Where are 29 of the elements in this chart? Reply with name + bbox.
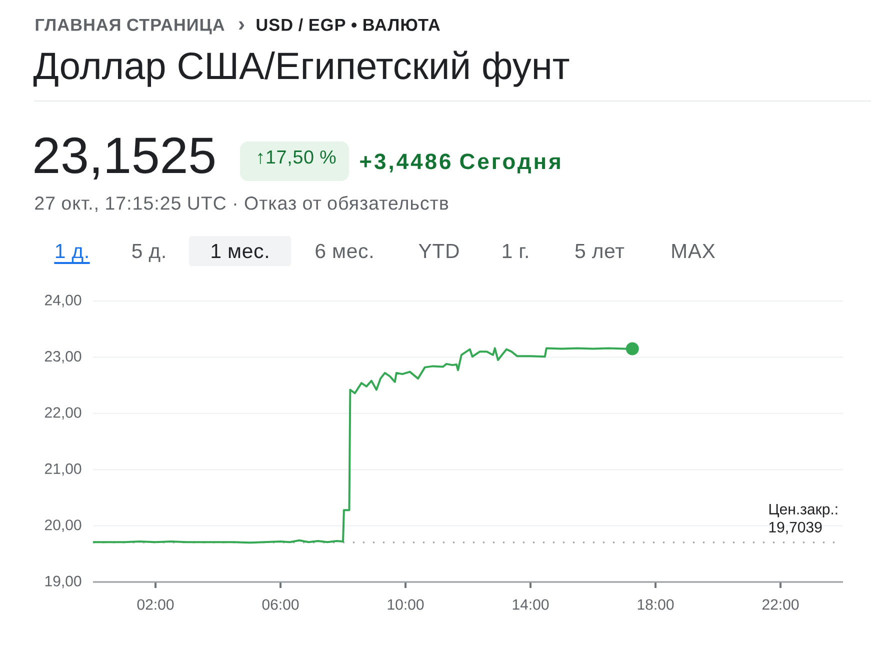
ref-line-label: Цен.закр.: 19,7039 [769, 504, 838, 534]
text: 23,1525 [34, 137, 214, 180]
text: › [238, 21, 244, 30]
text: ↑17,50 % [258, 150, 336, 166]
x-tick-label: 14:00 [512, 599, 549, 610]
text: USD / EGP • ВАЛЮТА [256, 18, 440, 32]
text: 1 мес. [212, 244, 268, 258]
y-tick-label: 22,00 [45, 407, 82, 420]
x-tick-label: 06:00 [262, 599, 299, 610]
text: 5 лет [575, 244, 624, 258]
text: +3,4486 Сегодня [360, 154, 560, 174]
y-tick-label: 24,00 [45, 294, 82, 308]
text: YTD [418, 244, 459, 258]
x-tick-label: 22:00 [762, 599, 799, 610]
text: ГЛАВНАЯ СТРАНИЦА [36, 18, 224, 34]
y-tick-label: 20,00 [45, 520, 82, 532]
x-tick-label: 02:00 [137, 599, 174, 610]
text: MAX [672, 244, 715, 258]
y-tick-label: 19,00 [45, 576, 82, 588]
chart-title: Доллар США/Египетский фунт [33, 50, 570, 87]
text: 27 окт., 17:15:25 UTC · Отказ от обязательств [35, 196, 448, 212]
text: 1 д. [56, 244, 88, 262]
x-tick-label: 18:00 [638, 599, 674, 610]
text: 5 д. [132, 244, 165, 262]
y-tick-label: 21,00 [45, 463, 82, 476]
x-tick-label: 10:00 [388, 599, 424, 610]
y-tick-label: 23,00 [45, 351, 82, 364]
text: 6 мес. [316, 244, 372, 258]
text: 1 г. [502, 244, 528, 258]
